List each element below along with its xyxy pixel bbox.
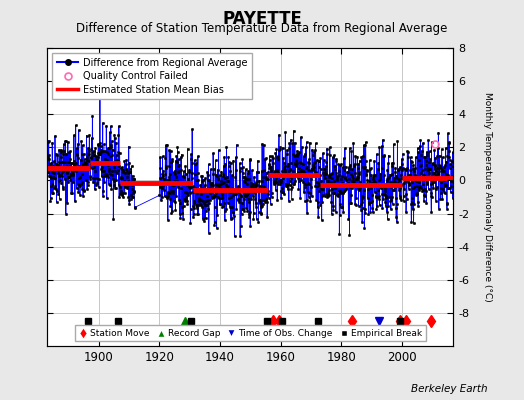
- Legend: Station Move, Record Gap, Time of Obs. Change, Empirical Break: Station Move, Record Gap, Time of Obs. C…: [75, 325, 425, 342]
- Y-axis label: Monthly Temperature Anomaly Difference (°C): Monthly Temperature Anomaly Difference (…: [483, 92, 492, 302]
- Text: Berkeley Earth: Berkeley Earth: [411, 384, 487, 394]
- Text: Difference of Station Temperature Data from Regional Average: Difference of Station Temperature Data f…: [77, 22, 447, 35]
- Text: PAYETTE: PAYETTE: [222, 10, 302, 28]
